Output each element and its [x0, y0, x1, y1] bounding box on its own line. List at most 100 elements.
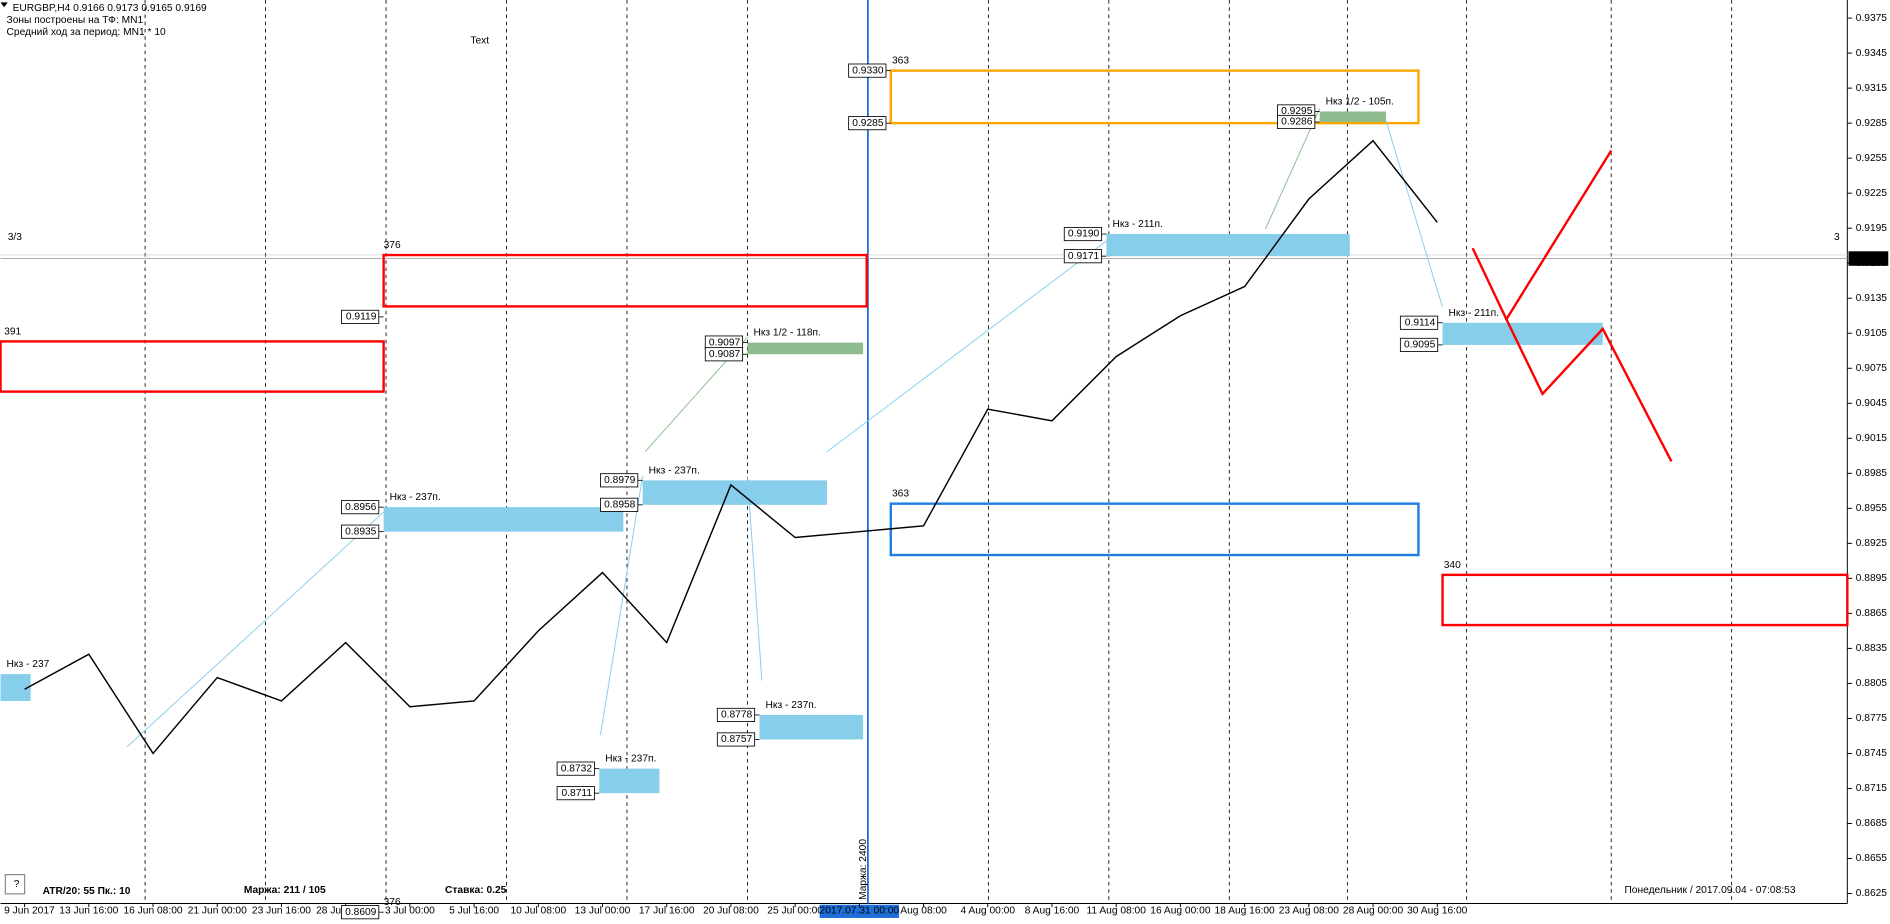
annotation: Зоны построены на ТФ: MN1: [7, 15, 144, 26]
price-tag-label: 0.8732: [561, 763, 593, 774]
link-line: [826, 240, 1107, 453]
x-tick-label: 16 Jun 08:00: [123, 905, 182, 916]
annotation[interactable]: ?: [14, 879, 20, 890]
forecast: [1505, 318, 1673, 462]
nkz-label: Нкз - 237п.: [605, 754, 656, 765]
nkz-zone: [1319, 111, 1386, 122]
y-tick-label: 0.8865: [1856, 608, 1888, 619]
y-tick-label: 0.9105: [1856, 328, 1888, 339]
link-line: [746, 475, 763, 681]
x-tick-label: 2017.07.31 00:00: [820, 905, 900, 916]
price-tag-label: 0.9097: [709, 337, 741, 348]
annotation: Маржа: 2400: [858, 839, 869, 900]
price-tag-label: 0.8958: [604, 500, 636, 511]
y-tick-label: 0.8655: [1856, 853, 1888, 864]
nkz-label: Нкз - 211п.: [1449, 308, 1499, 319]
y-tick-label: 0.9375: [1856, 13, 1888, 24]
grid: [0, 0, 1853, 904]
annotation: 3: [1834, 232, 1840, 243]
help-box[interactable]: [4, 874, 26, 895]
nkz-zone: [1106, 234, 1350, 257]
x-tick-label: 28 Aug 00:00: [1343, 905, 1404, 916]
price: [24, 139, 1673, 755]
price-tag-label: 0.9286: [1281, 117, 1313, 128]
price-tag-label: 0.9285: [852, 118, 884, 129]
bid-tag: [1848, 251, 1889, 266]
y-tick-label: 0.9315: [1856, 83, 1888, 94]
y-tick-label: 0.9045: [1856, 398, 1888, 409]
zone-label: 376: [384, 240, 401, 251]
x-tick-label: 20 Jul 08:00: [703, 905, 759, 916]
x-label-highlight: [819, 904, 900, 918]
y-tick-label: 0.8955: [1856, 503, 1888, 514]
price-tag-label: 0.9295: [1281, 106, 1313, 117]
zone: [382, 253, 868, 308]
nkz-label: Нкз - 237п.: [766, 700, 817, 711]
x-tick-label: 17 Jul 16:00: [639, 905, 695, 916]
nkz-label: Нкз - 211п.: [1112, 219, 1162, 230]
zone-label: 363: [892, 56, 909, 67]
price-tag-label: 0.8711: [562, 788, 593, 799]
nkz-zone: [1442, 322, 1603, 345]
annotation: Средний ход за период: MN1 * 10: [7, 27, 166, 38]
nkz-zone: [759, 714, 864, 740]
zone: [0, 340, 385, 393]
x-tick-label: 5 Jul 16:00: [449, 905, 499, 916]
x-tick-label: 3 Jul 00:00: [385, 905, 435, 916]
price-tag-label: 0.9330: [852, 65, 884, 76]
annotation: ATR/20: 55 Пк.: 10: [43, 886, 131, 897]
chart-title: EURGBP,H4 0.9166 0.9173 0.9165 0.9169: [13, 3, 207, 14]
bid-label: 0.9169: [1853, 253, 1885, 264]
x-tick-label: 21 Jun 00:00: [188, 905, 247, 916]
zone: [889, 69, 1420, 125]
price-tag-label: 0.9087: [709, 349, 741, 360]
annotation: Маржа: 211 / 105: [244, 885, 326, 896]
price-tag-label: 0.9114: [1405, 317, 1436, 328]
nkz-label: Нкз - 237п.: [390, 492, 441, 503]
link-line: [1385, 120, 1443, 308]
zone-label: 363: [892, 489, 909, 500]
y-tick-label: 0.9075: [1856, 363, 1888, 374]
x-tick-label: 18 Aug 16:00: [1214, 905, 1275, 916]
y-tick-label: 0.8775: [1856, 713, 1888, 724]
price-tag-label: 0.9190: [1068, 229, 1100, 240]
menu-arrow[interactable]: [0, 2, 8, 8]
y-tick-label: 0.8805: [1856, 678, 1888, 689]
x-tick-label: 23 Jun 16:00: [252, 905, 311, 916]
y-tick-label: 0.9195: [1856, 223, 1888, 234]
x-tick-label: 25 Jul 00:00: [767, 905, 823, 916]
nkz-zone: [642, 480, 827, 505]
nkz-zone: [599, 768, 660, 794]
price-tag-label: 0.9119: [346, 312, 377, 323]
y-tick-label: 0.8895: [1856, 573, 1888, 584]
y-tick-label: 0.9345: [1856, 48, 1888, 59]
x-tick-label: 16 Aug 00:00: [1150, 905, 1211, 916]
y-tick-label: 0.8685: [1856, 818, 1888, 829]
annotation: Ставка: 0.25: [445, 885, 507, 896]
nkz-zone: [383, 507, 624, 532]
price-tag-label: 0.8609: [345, 907, 377, 918]
price-tag-label: 0.8778: [721, 710, 753, 721]
y-tick-label: 0.9015: [1856, 433, 1888, 444]
nkz-label: Нкз 1/2 - 105п.: [1326, 97, 1394, 108]
price-tag-label: 0.8757: [721, 734, 753, 745]
nkz-label: Нкз - 237п.: [649, 465, 700, 476]
annotation: Понедельник / 2017.09.04 - 07:08:53: [1624, 885, 1795, 896]
price-tag-label: 0.8935: [345, 526, 377, 537]
y-tick-label: 0.9255: [1856, 153, 1888, 164]
x-tick-label: 8 Aug 16:00: [1025, 905, 1080, 916]
x-tick-label: 13 Jul 00:00: [575, 905, 631, 916]
y-tick-label: 0.8715: [1856, 783, 1888, 794]
y-tick-label: 0.8925: [1856, 538, 1888, 549]
annotation: 3/3: [8, 232, 23, 243]
nkz-zone: [747, 342, 864, 355]
link-line: [126, 511, 384, 748]
x-tick-label: 10 Jul 08:00: [510, 905, 566, 916]
y-tick-label: 0.8985: [1856, 468, 1888, 479]
nkz-zone: [0, 674, 31, 701]
price-line: [24, 139, 1438, 755]
nkz-label: Нкз - 237: [7, 659, 50, 670]
x-tick-label: 30 Aug 16:00: [1407, 905, 1468, 916]
